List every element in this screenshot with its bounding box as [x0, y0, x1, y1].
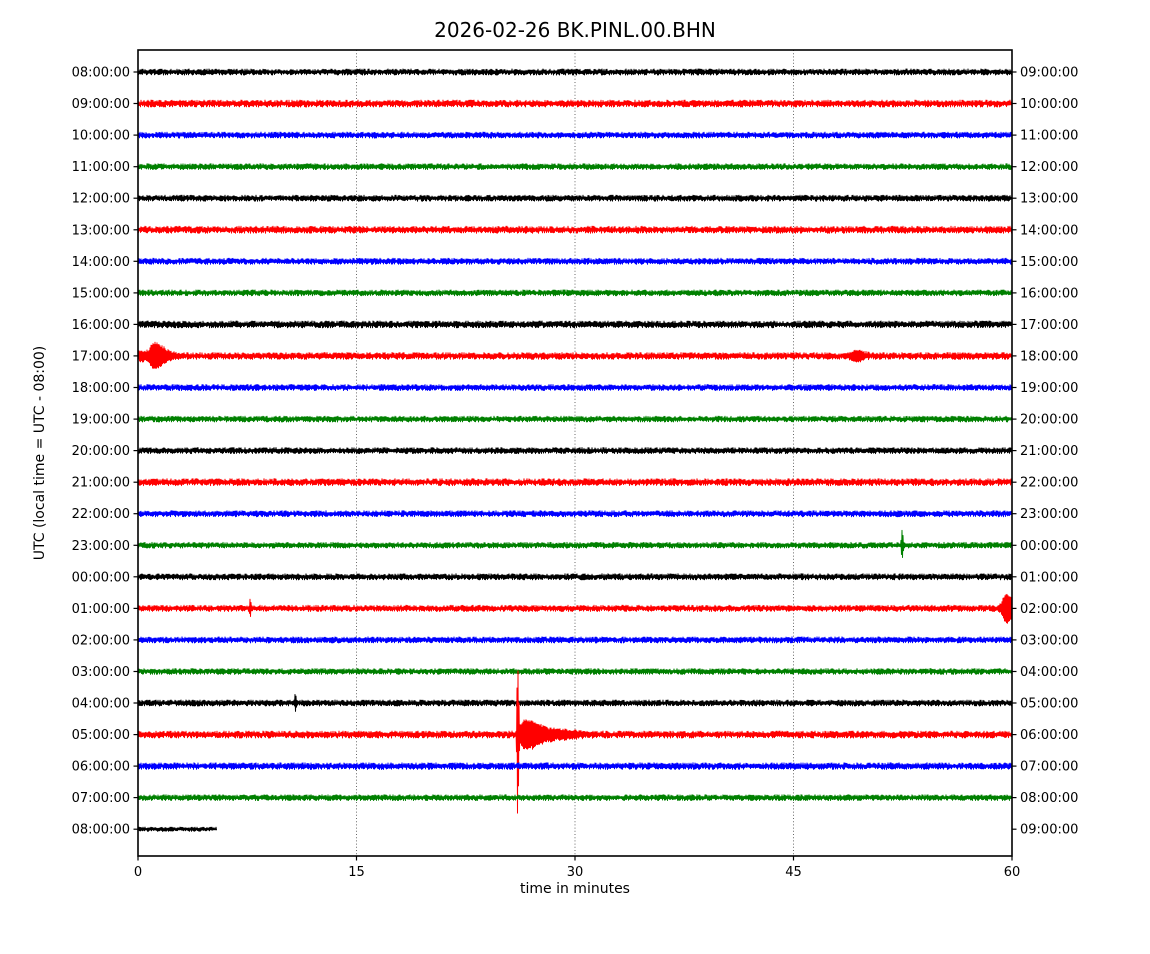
seismogram-trace: [137, 668, 1013, 675]
trace-end-time-label: 13:00:00: [1020, 192, 1078, 207]
x-tick-label: 60: [1004, 865, 1021, 880]
seismogram-trace: [137, 415, 1013, 423]
trace-end-time-label: 18:00:00: [1020, 349, 1078, 364]
trace-end-time-label: 21:00:00: [1020, 444, 1078, 459]
trace-start-time-label: 19:00:00: [72, 413, 130, 428]
seismogram-trace: [137, 447, 1013, 455]
trace-end-time-label: 09:00:00: [1020, 66, 1078, 81]
trace-end-time-label: 23:00:00: [1020, 507, 1078, 522]
y-axis-label: UTC (local time = UTC - 08:00): [32, 346, 48, 561]
trace-start-time-label: 02:00:00: [72, 633, 130, 648]
x-tick-label: 45: [785, 865, 802, 880]
axes: [133, 49, 1017, 861]
trace-start-time-label: 16:00:00: [72, 318, 130, 333]
trace-start-time-label: 04:00:00: [72, 697, 130, 712]
trace-start-time-label: 01:00:00: [72, 602, 130, 617]
seismogram-trace: [137, 384, 1013, 391]
trace-start-time-label: 18:00:00: [72, 381, 130, 396]
trace-end-time-label: 20:00:00: [1020, 413, 1078, 428]
seismogram-trace: [137, 194, 1013, 202]
trace-end-time-label: 03:00:00: [1020, 633, 1078, 648]
trace-start-time-label: 08:00:00: [72, 823, 130, 838]
trace-end-time-label: 11:00:00: [1020, 129, 1078, 144]
trace-start-time-label: 17:00:00: [72, 349, 130, 364]
trace-start-time-label: 03:00:00: [72, 665, 130, 680]
trace-start-time-label: 21:00:00: [72, 476, 130, 491]
trace-end-time-label: 17:00:00: [1020, 318, 1078, 333]
trace-start-time-label: 14:00:00: [72, 255, 130, 270]
trace-start-time-label: 07:00:00: [72, 791, 130, 806]
seismogram-trace: [137, 478, 1013, 487]
trace-end-time-label: 14:00:00: [1020, 223, 1078, 238]
seismogram-trace: [137, 593, 1013, 624]
seismogram-trace: [137, 529, 1013, 558]
trace-start-time-label: 12:00:00: [72, 192, 130, 207]
x-tick-label: 0: [134, 865, 142, 880]
seismogram-trace: [137, 636, 1013, 644]
trace-end-time-label: 02:00:00: [1020, 602, 1078, 617]
trace-end-time-label: 07:00:00: [1020, 760, 1078, 775]
trace-end-time-label: 01:00:00: [1020, 570, 1078, 585]
trace-end-time-label: 06:00:00: [1020, 728, 1078, 743]
seismogram-trace: [137, 670, 1013, 814]
x-tick-label: 15: [348, 865, 365, 880]
trace-end-time-label: 22:00:00: [1020, 476, 1078, 491]
x-axis-label: time in minutes: [520, 881, 630, 897]
seismogram-trace: [137, 694, 1013, 712]
trace-end-time-label: 08:00:00: [1020, 791, 1078, 806]
trace-end-time-label: 04:00:00: [1020, 665, 1078, 680]
seismogram-trace: [137, 131, 1013, 139]
seismogram-trace: [137, 320, 1013, 329]
trace-end-time-label: 15:00:00: [1020, 255, 1078, 270]
trace-start-time-label: 11:00:00: [72, 160, 130, 175]
trace-end-time-label: 00:00:00: [1020, 539, 1078, 554]
trace-start-time-label: 13:00:00: [72, 223, 130, 238]
trace-start-time-label: 00:00:00: [72, 570, 130, 585]
seismogram-trace: [137, 99, 1013, 108]
trace-start-time-label: 06:00:00: [72, 760, 130, 775]
trace-end-time-label: 05:00:00: [1020, 697, 1078, 712]
seismogram-trace: [137, 289, 1013, 297]
trace-start-time-label: 05:00:00: [72, 728, 130, 743]
trace-end-time-label: 09:00:00: [1020, 823, 1078, 838]
seismogram-trace: [137, 68, 1013, 76]
plot-title: 2026-02-26 BK.PINL.00.BHN: [434, 18, 716, 42]
seismogram-trace: [137, 225, 1013, 234]
seismogram-trace: [137, 257, 1013, 265]
trace-end-time-label: 10:00:00: [1020, 97, 1078, 112]
trace-end-time-label: 16:00:00: [1020, 286, 1078, 301]
trace-layer: [137, 68, 1013, 832]
trace-start-time-label: 09:00:00: [72, 97, 130, 112]
tick-labels: 08:00:00 09:00:00 09:00:00 10:00:00 10:00:00…: [72, 66, 1079, 881]
trace-start-time-label: 10:00:00: [72, 129, 130, 144]
trace-start-time-label: 20:00:00: [72, 444, 130, 459]
seismogram-trace: [137, 341, 1013, 369]
seismogram-trace: [137, 762, 1013, 770]
seismogram-trace: [137, 794, 1013, 801]
trace-start-time-label: 23:00:00: [72, 539, 130, 554]
trace-start-time-label: 08:00:00: [72, 66, 130, 81]
trace-start-time-label: 15:00:00: [72, 286, 130, 301]
seismogram-trace: [137, 826, 217, 832]
seismogram-trace: [137, 163, 1013, 170]
trace-start-time-label: 22:00:00: [72, 507, 130, 522]
trace-end-time-label: 19:00:00: [1020, 381, 1078, 396]
trace-end-time-label: 12:00:00: [1020, 160, 1078, 175]
seismogram-trace: [137, 510, 1013, 518]
seismogram-trace: [137, 573, 1013, 581]
x-tick-label: 30: [567, 865, 584, 880]
